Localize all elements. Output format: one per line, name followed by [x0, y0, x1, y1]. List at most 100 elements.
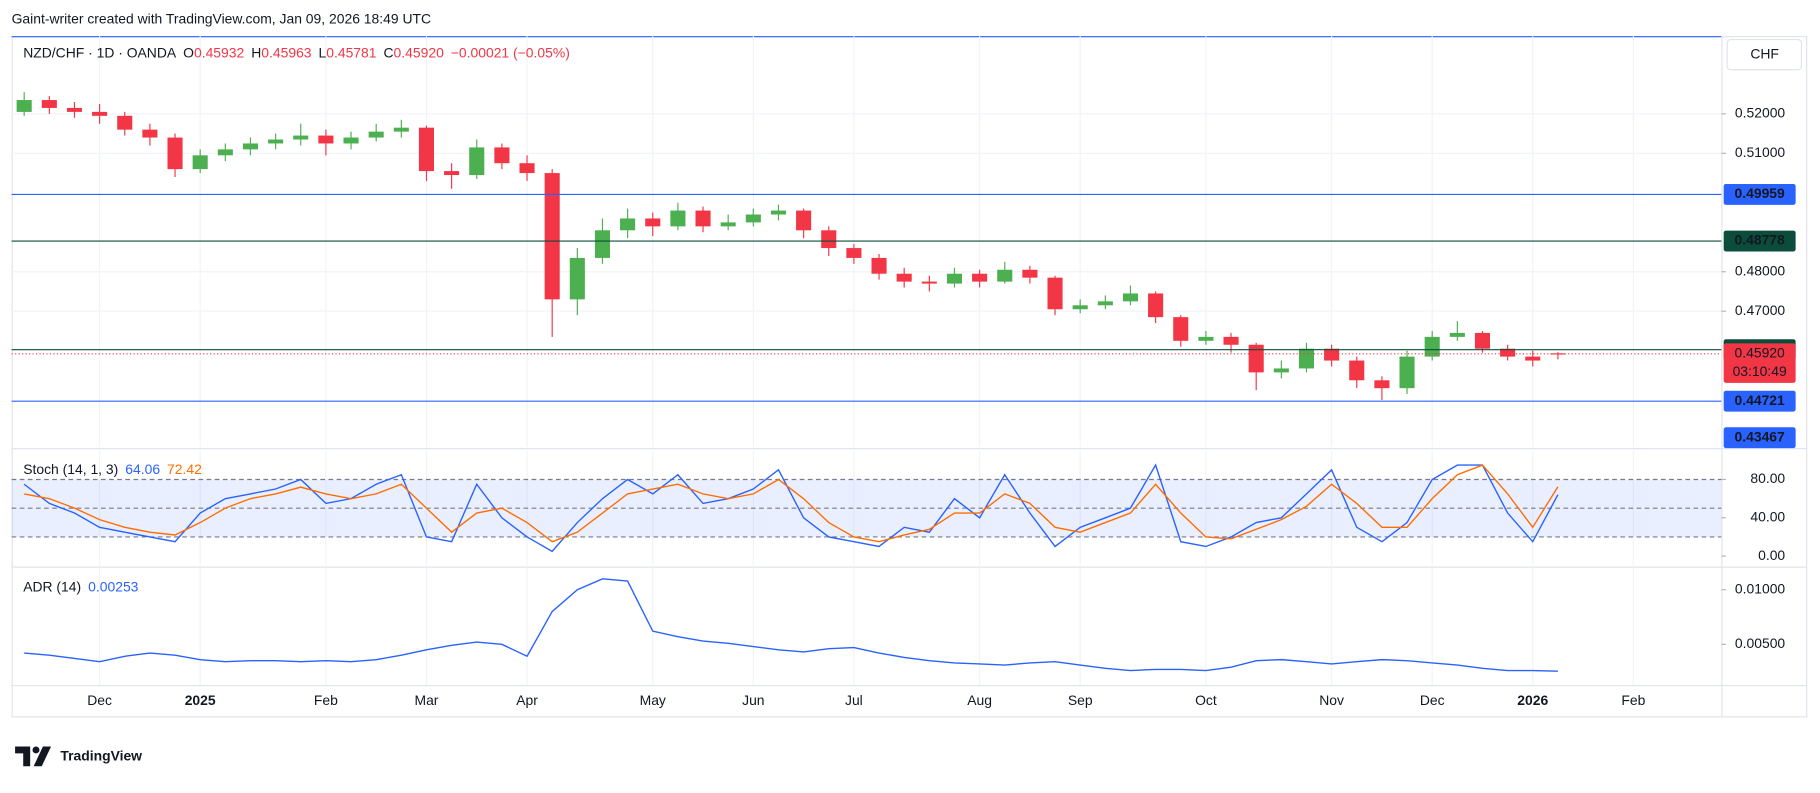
- candle-body: [1022, 269, 1038, 278]
- candle-body: [770, 210, 787, 215]
- candle-body: [1047, 277, 1063, 310]
- x-tick-label: May: [640, 692, 666, 708]
- candle-body: [1324, 348, 1340, 361]
- candle-body: [796, 210, 812, 231]
- candle-body: [1198, 336, 1214, 341]
- candle-body: [343, 137, 359, 144]
- x-tick-label: Dec: [87, 692, 112, 708]
- countdown: 03:10:49: [1733, 363, 1787, 379]
- x-tick-label: Dec: [1420, 692, 1445, 708]
- last-price-label: 0.45920: [1735, 345, 1786, 361]
- candle-body: [117, 115, 133, 130]
- y-tick-label: 0.48000: [1735, 262, 1786, 278]
- candle-body: [1072, 305, 1088, 310]
- indicator-value: 0.00253: [88, 578, 139, 594]
- price-legend: NZD/CHF · 1D · OANDA O0.45932 H0.45963 L0.4…: [23, 44, 570, 60]
- level-label-bg: [1723, 427, 1796, 449]
- candle-body: [1525, 356, 1541, 361]
- candle-body: [1173, 317, 1189, 341]
- ohlc-value: 0.45781: [326, 44, 377, 60]
- y-tick-label: 0.51000: [1735, 144, 1786, 160]
- candle-body: [1424, 336, 1440, 357]
- candle-body: [217, 149, 233, 156]
- candle-body: [997, 269, 1013, 282]
- candle-body: [444, 171, 460, 176]
- last-price-bg: [1723, 343, 1796, 383]
- x-tick-label: Feb: [1621, 692, 1645, 708]
- indicator-value: 64.06: [125, 461, 160, 477]
- candle-body: [645, 218, 661, 227]
- candle-body: [1148, 293, 1164, 318]
- candle-body: [946, 273, 963, 284]
- candle-body: [142, 129, 158, 138]
- x-tick-label: Nov: [1319, 692, 1344, 708]
- brand-logo: [15, 746, 52, 767]
- x-tick-label: Jun: [742, 692, 764, 708]
- attribution: Gaint-writer created with TradingView.co…: [12, 11, 431, 27]
- indicator-line: [24, 578, 1558, 672]
- symbol: NZD/CHF · 1D · OANDA: [23, 44, 177, 60]
- candle-body: [16, 100, 32, 112]
- level-label-bg: [1723, 390, 1796, 412]
- x-tick-label: Oct: [1195, 692, 1217, 708]
- x-tick-label: Apr: [516, 692, 538, 708]
- candle-body: [745, 214, 761, 223]
- y-tick-label: 0.52000: [1735, 105, 1786, 121]
- ohlc-value: 0.45963: [261, 44, 312, 60]
- candle-body: [41, 100, 57, 108]
- y-tick-label: 0.00500: [1735, 635, 1786, 651]
- candle-body: [972, 273, 988, 282]
- candle-body: [921, 281, 937, 284]
- y-tick-label: 0.00: [1758, 547, 1785, 563]
- y-tick-label: 80.00: [1750, 470, 1785, 486]
- indicator-legend: ADR (14) 0.00253: [23, 578, 138, 594]
- ohlc-key: C: [383, 44, 393, 60]
- x-tick-label: Feb: [314, 692, 338, 708]
- candle-body: [544, 173, 560, 300]
- candle-body: [594, 230, 611, 258]
- candle-body: [620, 218, 636, 231]
- candle-body: [720, 222, 736, 227]
- candle-body: [1097, 301, 1113, 306]
- candle-body: [1223, 336, 1239, 345]
- candle-body: [896, 273, 912, 282]
- ohlc-key: L: [319, 44, 327, 60]
- ohlc-value: 0.45920: [394, 44, 445, 60]
- candle-body: [318, 135, 334, 144]
- candle-body: [494, 147, 510, 164]
- candle-body: [519, 163, 535, 174]
- y-tick-label: 0.47000: [1735, 302, 1786, 318]
- x-tick-label: Jul: [845, 692, 863, 708]
- indicator-line: [23, 463, 1559, 553]
- candle-body: [569, 257, 585, 300]
- candle-body: [268, 139, 284, 144]
- candle-body: [871, 257, 887, 274]
- candle-body: [1399, 356, 1415, 389]
- x-tick-label: 2026: [1517, 692, 1548, 708]
- ohlc-value: 0.45932: [194, 44, 245, 60]
- x-tick-label: Mar: [414, 692, 438, 708]
- candle-body: [192, 155, 208, 170]
- level-label-bg: [1723, 230, 1796, 252]
- candle-body: [1273, 368, 1289, 373]
- indicator-value: 72.42: [167, 461, 202, 477]
- level-label-bg: [1723, 183, 1796, 205]
- x-tick-label: 2025: [185, 692, 216, 708]
- indicator-name: ADR (14): [23, 578, 81, 594]
- ohlc-key: H: [251, 44, 261, 60]
- candle-body: [418, 127, 435, 172]
- candle-body: [1248, 344, 1264, 373]
- candle-body: [368, 131, 384, 138]
- candle-body: [167, 137, 183, 170]
- candle-body: [242, 143, 259, 150]
- currency-button[interactable]: [1726, 39, 1803, 71]
- candle-body: [670, 210, 686, 227]
- level-label: 0.43467: [1735, 428, 1786, 444]
- ohlc-key: O: [183, 44, 194, 60]
- indicator-line: [24, 464, 1559, 543]
- candle-body: [1474, 332, 1491, 349]
- candle-body: [1349, 360, 1365, 381]
